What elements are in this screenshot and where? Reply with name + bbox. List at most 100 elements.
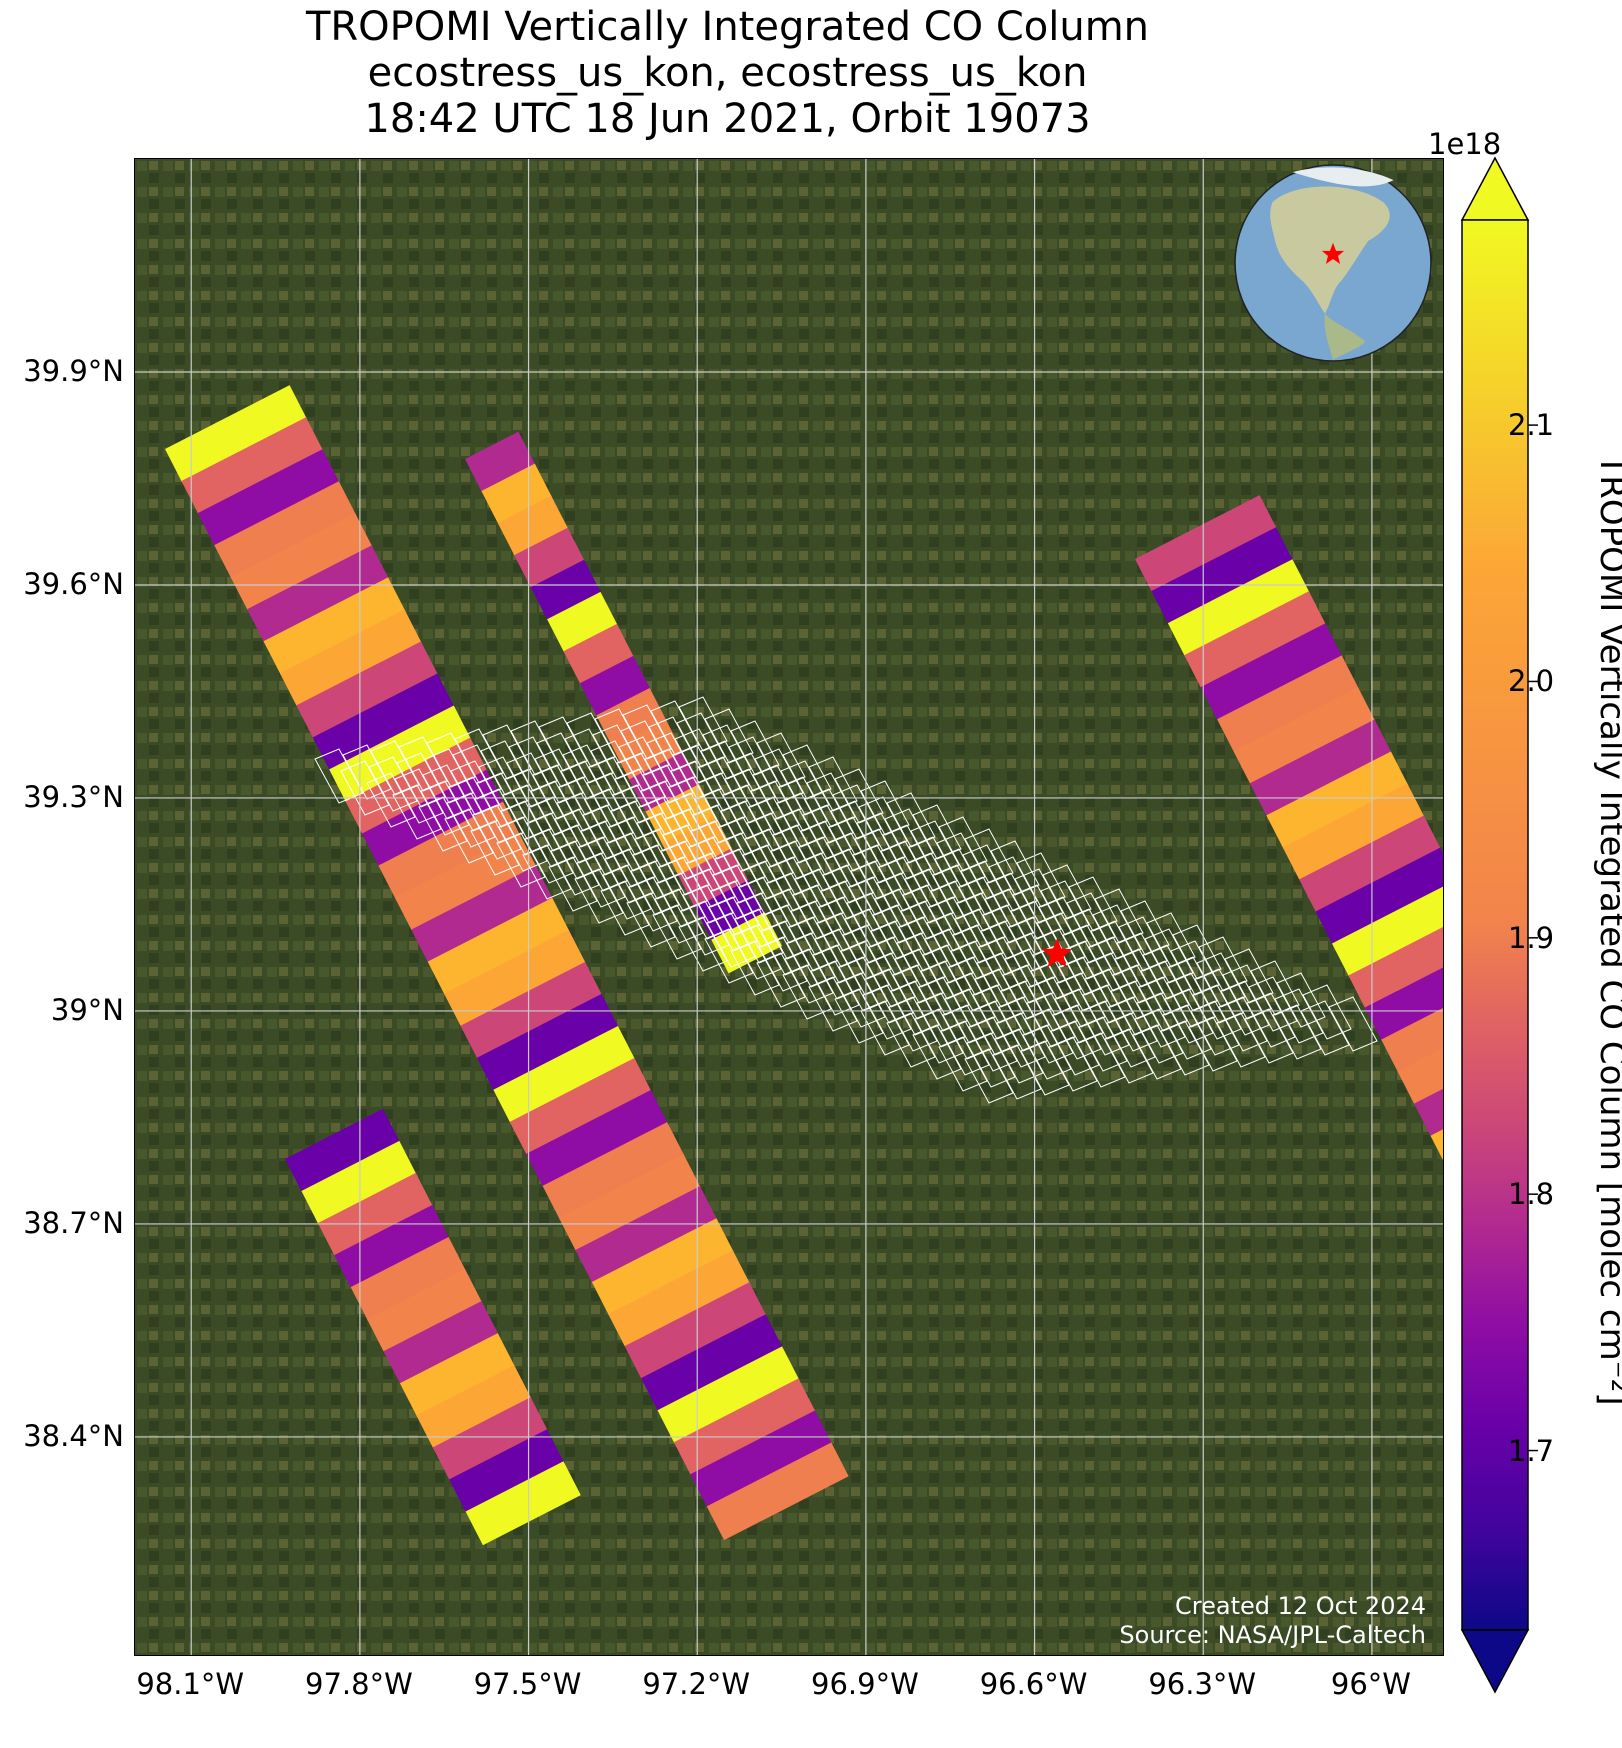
footprint-cell	[650, 700, 700, 756]
footprint-cell	[1246, 992, 1296, 1048]
co-pixel	[285, 1108, 401, 1193]
footprint-cell	[600, 880, 650, 936]
footprint-cell	[762, 904, 812, 960]
footprint-cell	[912, 1024, 962, 1080]
site-star	[1041, 938, 1073, 968]
footprint-cell	[754, 748, 804, 804]
co-pixel	[608, 1250, 751, 1348]
footprint-cell	[574, 868, 624, 924]
footprint-cell	[1272, 1004, 1322, 1060]
co-pixel	[383, 1301, 499, 1386]
footprint-cell	[958, 876, 1008, 932]
map-canvas[interactable]	[135, 159, 1444, 1656]
footprint-cell	[506, 752, 556, 808]
site-star-marker	[1041, 938, 1073, 968]
footprint-cell	[702, 724, 752, 780]
co-pixel	[591, 1218, 734, 1316]
footprint-cell	[960, 860, 1010, 916]
footprint-cell	[712, 864, 762, 920]
footprint-cell	[918, 976, 968, 1032]
gridlines	[135, 159, 1443, 1655]
footprint-cell	[678, 696, 728, 752]
footprint-cell	[846, 892, 896, 948]
co-pixel	[497, 495, 569, 557]
co-pixel	[399, 1333, 516, 1418]
footprint-cell	[748, 796, 798, 852]
y-tick-label: 38.4°N	[23, 1418, 124, 1453]
footprint-cell	[786, 932, 836, 988]
footprint-cell	[314, 748, 364, 804]
footprint-cell	[886, 1012, 936, 1068]
co-pixel	[230, 513, 373, 611]
footprint-cell	[662, 824, 712, 880]
co-pixel	[514, 527, 585, 589]
co-pixel	[1233, 687, 1376, 786]
footprint-cell	[772, 824, 822, 880]
co-pixel	[165, 385, 307, 483]
footprint-cell	[836, 972, 886, 1028]
footprint-cell	[1168, 956, 1218, 1012]
y-tick-label: 39.3°N	[23, 779, 124, 814]
footprint-cell	[998, 996, 1048, 1052]
footprint-cell	[1042, 864, 1092, 920]
footprint-cell	[664, 808, 714, 864]
footprint-cell	[872, 904, 922, 960]
footprint-cell	[850, 860, 900, 916]
co-pixel	[476, 993, 619, 1092]
footprint-cell	[452, 744, 502, 800]
x-tick-label: 96.3°W	[1148, 1667, 1257, 1701]
footprint-cell	[974, 968, 1024, 1024]
x-tick-label: 98.1°W	[136, 1667, 245, 1701]
footprint-cell	[692, 804, 742, 860]
footprint-cell	[340, 760, 390, 816]
footprint-cell	[1080, 1000, 1130, 1056]
footprint-cell	[808, 756, 858, 812]
co-pixel	[530, 559, 602, 621]
footprint-cell	[548, 856, 598, 912]
footprint-cell	[538, 716, 588, 772]
map-panel[interactable]	[134, 158, 1444, 1656]
footprint-cell	[510, 720, 560, 776]
footprint-cell	[740, 860, 790, 916]
footprint-cell	[1066, 892, 1116, 948]
co-pixel	[181, 417, 324, 515]
footprint-cell	[898, 916, 948, 972]
footprint-cell	[592, 724, 642, 780]
co-pixel	[1299, 815, 1442, 914]
footprint-cell	[1006, 932, 1056, 988]
footprint-cell	[912, 804, 962, 860]
footprint-cell	[636, 812, 686, 868]
footprint-cell	[766, 872, 816, 928]
footprint-cell	[670, 760, 720, 816]
footprint-cell	[734, 908, 784, 964]
globe-site-star	[1321, 242, 1345, 265]
co-pixel	[247, 545, 390, 644]
footprint-cell	[450, 760, 500, 816]
footprint-cell	[426, 732, 476, 788]
footprint-cell	[1134, 1008, 1184, 1064]
footprint-cell	[920, 960, 970, 1016]
footprint-cell	[1114, 948, 1164, 1004]
x-tick-label: 97.2°W	[642, 1667, 751, 1701]
footprint-cell	[1078, 1016, 1128, 1072]
created-date: Created 12 Oct 2024	[1175, 1592, 1426, 1620]
footprint-cell	[1002, 964, 1052, 1020]
footprint-cell	[446, 792, 496, 848]
footprint-cell	[1136, 992, 1186, 1048]
footprint-cell	[588, 756, 638, 812]
x-tick-label: 97.5°W	[473, 1667, 582, 1701]
footprint-cell	[614, 768, 664, 824]
co-pixel	[301, 1140, 417, 1225]
footprint-cell	[770, 840, 820, 896]
co-pixel	[542, 1122, 685, 1220]
co-pixel	[411, 865, 554, 964]
footprint-cell	[474, 788, 524, 844]
footprint-cell	[992, 1044, 1042, 1100]
footprint-cell	[1164, 988, 1214, 1044]
footprint-cell	[396, 752, 446, 808]
footprint-cell	[550, 840, 600, 896]
footprint-cell	[932, 864, 982, 920]
footprint-cell	[640, 780, 690, 836]
co-pixel	[1200, 623, 1343, 721]
footprint-cell	[780, 760, 830, 816]
